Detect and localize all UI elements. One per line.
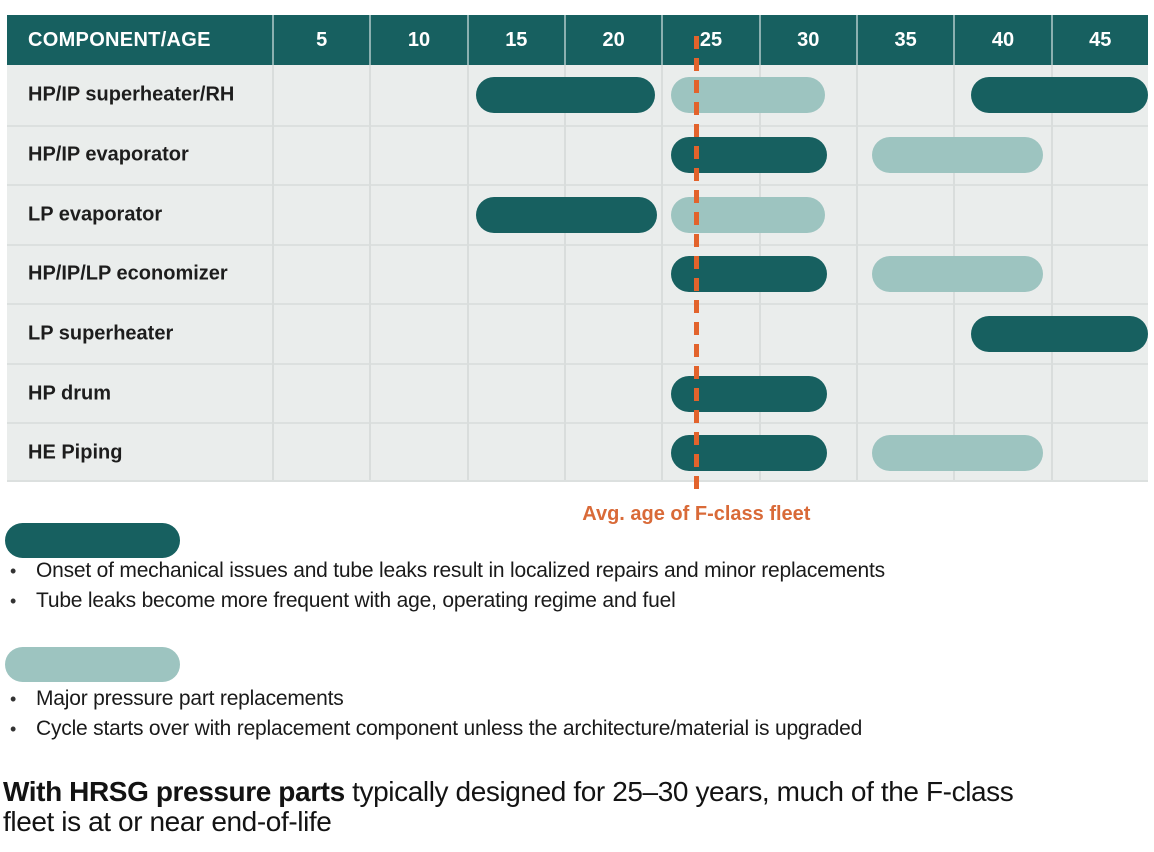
table-row: LP evaporator bbox=[7, 184, 1148, 244]
component-label: HP/IP superheater/RH bbox=[28, 83, 235, 106]
header-component-age: COMPONENT/AGE bbox=[28, 28, 211, 51]
header-age-tick: 40 bbox=[953, 15, 1050, 65]
gantt-bar-dark bbox=[476, 76, 656, 113]
table-header-row: COMPONENT/AGE 5 10 15 20 25 30 35 40 45 bbox=[7, 15, 1148, 65]
header-age-tick: 45 bbox=[1050, 15, 1148, 65]
gantt-bar-dark bbox=[970, 316, 1148, 353]
table-row: HE Piping bbox=[7, 422, 1148, 482]
avg-age-marker-label: Avg. age of F-class fleet bbox=[582, 503, 811, 525]
table-body: HP/IP superheater/RH HP/IP evaporator LP e… bbox=[7, 65, 1148, 482]
header-age-tick: 20 bbox=[563, 15, 661, 65]
gantt-bar-light bbox=[871, 137, 1043, 174]
gantt-bar-dark bbox=[970, 76, 1148, 113]
component-label: HP/IP evaporator bbox=[28, 143, 189, 166]
component-label: HP drum bbox=[28, 382, 111, 405]
component-label: HE Piping bbox=[28, 441, 123, 464]
component-label: LP evaporator bbox=[28, 203, 163, 226]
header-age-tick: 25 bbox=[661, 15, 758, 65]
gridline-vertical bbox=[272, 65, 274, 480]
gridline-vertical bbox=[369, 65, 372, 480]
bullet-item: Major pressure part replacements bbox=[10, 684, 1150, 714]
gantt-bar-light bbox=[871, 435, 1043, 472]
legend-light-bullet-list: Major pressure part replacementsCycle st… bbox=[10, 684, 1150, 744]
takeaway-line2: fleet is at or near end-of-life bbox=[3, 806, 332, 837]
bullet-item: Onset of mechanical issues and tube leak… bbox=[10, 556, 1150, 586]
gantt-bar-light bbox=[871, 256, 1043, 293]
gridline-vertical bbox=[564, 65, 566, 480]
table-row: HP drum bbox=[7, 362, 1148, 423]
bullet-item: Cycle starts over with replacement compo… bbox=[10, 714, 1150, 744]
table-row: HP/IP superheater/RH bbox=[7, 65, 1148, 125]
header-age-tick: 35 bbox=[855, 15, 953, 65]
component-label: HP/IP/LP economizer bbox=[28, 262, 228, 285]
gridline-vertical bbox=[661, 65, 664, 480]
legend-dark-bullet-list: Onset of mechanical issues and tube leak… bbox=[10, 556, 1150, 616]
header-age-tick: 10 bbox=[369, 15, 466, 65]
legend-swatch-light-pill bbox=[5, 647, 180, 682]
takeaway-bold-lead: With HRSG pressure parts bbox=[3, 776, 345, 807]
legend-swatch-dark-pill bbox=[5, 523, 180, 558]
component-label: LP superheater bbox=[28, 322, 174, 345]
avg-age-marker-line bbox=[693, 36, 699, 493]
gridline-vertical bbox=[1050, 65, 1053, 480]
gantt-bar-dark bbox=[476, 196, 658, 233]
header-age-tick: 5 bbox=[272, 15, 369, 65]
table-row: HP/IP evaporator bbox=[7, 124, 1148, 185]
bullet-item: Tube leaks become more frequent with age… bbox=[10, 586, 1150, 616]
gridline-vertical bbox=[466, 65, 469, 480]
header-age-tick: 30 bbox=[758, 15, 856, 65]
takeaway-statement: With HRSG pressure parts typically desig… bbox=[3, 777, 1153, 837]
table-row: LP superheater bbox=[7, 303, 1148, 363]
component-age-table: COMPONENT/AGE 5 10 15 20 25 30 35 40 45 HP/IP su… bbox=[7, 15, 1148, 482]
table-row: HP/IP/LP economizer bbox=[7, 243, 1148, 304]
gridline-vertical bbox=[856, 65, 858, 480]
header-age-tick: 15 bbox=[466, 15, 564, 65]
takeaway-rest-line1: typically designed for 25–30 years, much… bbox=[344, 776, 1014, 807]
